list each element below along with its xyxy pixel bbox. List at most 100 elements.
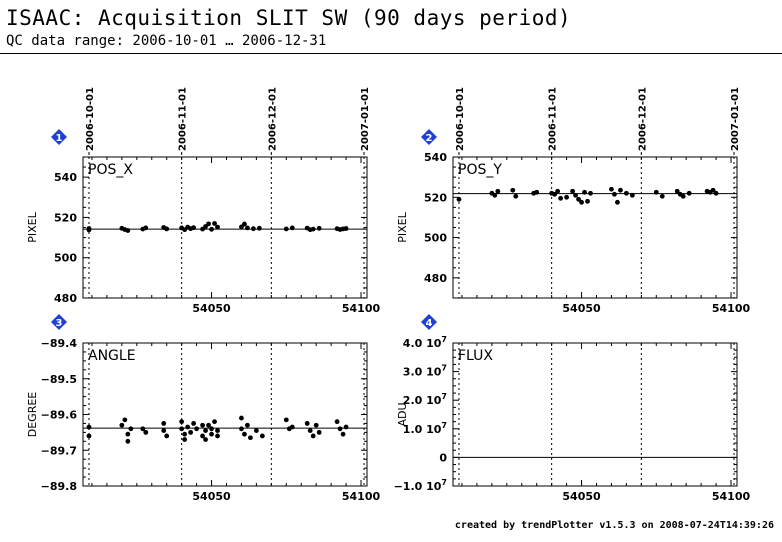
date-tick-label: 2006-11-01 [178,87,189,151]
y-tick-label: −89.4 [41,337,78,350]
data-point [245,225,250,231]
x-tick-label: 54050 [562,302,601,315]
data-point [239,426,244,432]
plot-frame [452,156,738,299]
data-point [310,433,316,439]
data-point [289,424,295,430]
data-point [492,192,498,198]
data-point [283,417,289,423]
data-point [122,417,128,423]
data-point [534,189,540,195]
x-tick-label: 54100 [342,490,381,503]
data-point [185,424,191,430]
data-point [194,426,200,432]
y-tick-label: 480 [424,272,447,285]
data-point [191,421,197,426]
data-point [674,188,680,194]
data-point [283,226,289,232]
data-point [310,226,316,232]
panel-badge-number: 2 [426,133,433,144]
y-tick-label: 1.0 107 [403,421,447,436]
data-point [307,428,313,433]
panel-label: POS_Y [458,162,502,178]
data-point [239,224,244,230]
data-point [456,196,462,202]
data-point [164,433,170,439]
date-tick-label: 2007-01-01 [730,87,741,151]
y-tick-label: 540 [424,151,447,164]
panel-badge-number: 3 [56,318,63,329]
data-point [203,428,208,433]
data-point [239,415,244,421]
x-tick-label: 54100 [712,490,751,503]
data-point [215,433,220,439]
data-point [251,226,256,232]
data-point [316,225,322,231]
data-point [623,190,629,196]
data-point [552,191,558,197]
y-axis-label: ADU [396,402,409,426]
data-point [289,225,295,231]
data-point [242,431,247,437]
data-point [334,419,340,425]
x-tick-label: 54050 [192,302,231,315]
date-tick-label: 2006-10-01 [85,87,96,151]
data-point [182,431,188,437]
data-point [513,193,519,199]
panel-label: ANGLE [88,348,136,364]
y-tick-label: 540 [54,171,77,184]
data-point [86,433,92,439]
data-point [576,196,581,202]
data-point [253,428,259,433]
panel-badge-number: 1 [56,133,63,144]
x-tick-label: 54100 [712,302,751,315]
y-axis-label: PIXEL [396,211,409,242]
page-subtitle: QC data range: 2006-10-01 … 2006-12-31 [6,33,327,49]
data-point [659,193,665,199]
date-tick-label: 2006-11-01 [548,87,559,151]
y-tick-label: −89.7 [41,444,77,457]
chart-panel-1: 2006-10-01 2006-11-01 2006-12-01 2007-01-01… [26,87,380,315]
y-tick-label: 480 [54,292,77,305]
data-point [209,431,214,437]
plot-frame [82,342,368,487]
chart-panel-4: −1.0 107 0 1.0 107 2.0 107 3.0 107 4.0 107 540… [394,314,751,503]
data-point [140,426,146,432]
data-point [191,225,197,231]
data-point [573,192,578,198]
y-tick-label: 500 [424,232,447,245]
panel-badge-icon [421,129,437,145]
header-divider [0,53,782,54]
y-tick-label: 2.0 107 [403,392,447,407]
y-tick-label: 0 [439,451,447,464]
data-point [686,190,692,196]
data-point [653,189,659,195]
data-point [215,428,220,433]
page-title: ISAAC: Acquisition SLIT SW (90 days peri… [6,6,572,30]
data-point [212,221,217,226]
y-tick-label: 520 [424,191,447,204]
data-point [164,226,170,232]
data-point [206,221,211,227]
data-point [125,438,131,444]
y-tick-label: 500 [54,252,77,265]
data-point [143,429,149,435]
y-tick-label: 4.0 107 [403,335,447,350]
panel-badge-number: 4 [426,318,433,329]
data-point [248,435,253,441]
y-axis-label: DEGREE [26,392,39,438]
data-point [161,421,167,426]
data-point [143,225,149,231]
data-point [710,187,716,193]
data-point [182,437,188,442]
data-point [316,429,322,435]
y-tick-label: 520 [54,211,77,224]
data-point [256,225,262,231]
data-point [259,433,265,439]
data-point [125,431,131,437]
data-point [555,188,561,194]
data-point [209,426,214,432]
data-point [188,429,194,435]
date-tick-label: 2006-12-01 [637,87,648,151]
